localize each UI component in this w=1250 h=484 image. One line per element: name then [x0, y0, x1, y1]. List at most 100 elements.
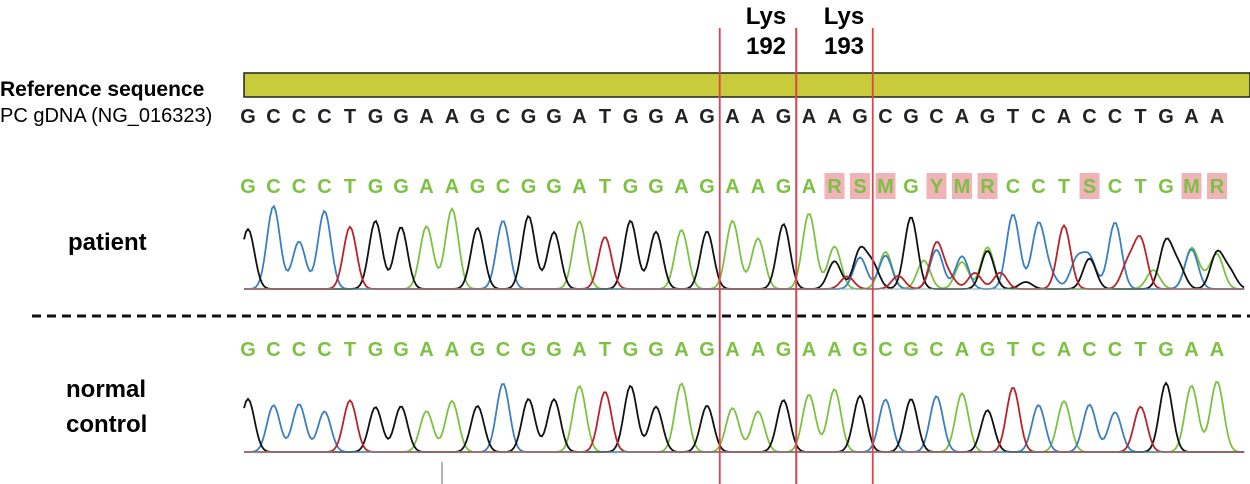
patient-base-34: S	[1083, 176, 1096, 198]
patient-base-3: C	[292, 176, 306, 198]
patient-base-28: Y	[930, 176, 944, 198]
reference-base-23: A	[802, 106, 816, 128]
reference-base-13: G	[546, 106, 562, 128]
patient-base-1: G	[240, 176, 256, 198]
control-base-31: T	[1007, 339, 1019, 361]
reference-base-39: A	[1210, 106, 1224, 128]
ambiguity-highlight-38	[1181, 173, 1202, 199]
control-label-line1: normal	[66, 376, 146, 403]
ambiguity-highlight-25	[850, 173, 870, 199]
reference-base-29: A	[955, 106, 969, 128]
patient-base-15: T	[599, 176, 611, 198]
control-base-4: C	[317, 339, 331, 361]
reference-base-36: T	[1134, 106, 1146, 128]
ambiguity-highlight-28	[926, 173, 947, 199]
control-base-33: A	[1057, 339, 1071, 361]
reference-base-1: G	[240, 106, 256, 128]
reference-base-35: C	[1108, 106, 1122, 128]
control-label-line2: control	[66, 411, 147, 438]
reference-base-9: A	[445, 106, 459, 128]
patient-trace-G	[243, 214, 1245, 290]
control-base-29: A	[955, 339, 969, 361]
patient-base-12: G	[521, 176, 537, 198]
control-base-23: A	[802, 339, 816, 361]
control-trace-C	[244, 383, 1244, 453]
patient-base-21: A	[751, 176, 765, 198]
control-trace-T	[244, 387, 1244, 453]
control-base-14: A	[572, 339, 586, 361]
control-base-7: G	[393, 339, 409, 361]
control-base-28: C	[929, 339, 943, 361]
reference-title: Reference sequence	[0, 78, 204, 101]
reference-base-20: A	[725, 106, 739, 128]
reference-base-6: G	[368, 106, 384, 128]
patient-base-38: M	[1183, 176, 1200, 198]
control-base-20: A	[725, 339, 739, 361]
reference-base-31: T	[1007, 106, 1019, 128]
patient-ambiguity-highlights	[824, 173, 1227, 199]
patient-base-23: A	[802, 176, 816, 198]
reference-base-32: C	[1031, 106, 1045, 128]
control-base-19: G	[699, 339, 715, 361]
ambiguity-highlight-26	[875, 173, 896, 199]
reference-base-33: A	[1057, 106, 1071, 128]
patient-base-11: C	[496, 176, 510, 198]
reference-base-2: C	[266, 106, 280, 128]
reference-base-21: A	[751, 106, 765, 128]
patient-base-10: G	[470, 176, 486, 198]
control-base-32: C	[1031, 339, 1045, 361]
control-base-2: C	[266, 339, 280, 361]
control-base-25: G	[852, 339, 868, 361]
control-base-26: C	[878, 339, 892, 361]
control-base-10: G	[470, 339, 486, 361]
patient-base-25: S	[853, 176, 866, 198]
ambiguity-highlight-34	[1079, 173, 1100, 199]
patient-base-31: C	[1006, 176, 1020, 198]
control-base-35: C	[1108, 339, 1122, 361]
reference-base-26: C	[878, 106, 892, 128]
patient-base-8: A	[419, 176, 433, 198]
reference-base-15: T	[599, 106, 611, 128]
control-base-30: G	[980, 339, 996, 361]
patient-base-19: G	[699, 176, 715, 198]
patient-base-17: G	[648, 176, 664, 198]
control-base-39: A	[1210, 339, 1224, 361]
reference-base-12: G	[521, 106, 537, 128]
patient-label: patient	[68, 229, 147, 256]
patient-base-27: G	[903, 176, 919, 198]
ambiguity-highlight-29	[952, 173, 972, 199]
codon-193-name: Lys	[824, 3, 864, 30]
patient-base-36: T	[1134, 176, 1146, 198]
control-base-27: G	[903, 339, 919, 361]
reference-base-38: A	[1184, 106, 1198, 128]
patient-chromatogram	[243, 204, 1245, 290]
ambiguity-highlight-39	[1207, 173, 1227, 199]
control-base-12: G	[521, 339, 537, 361]
control-base-18: A	[674, 339, 688, 361]
codon-192-number: 192	[746, 33, 786, 60]
control-base-21: A	[751, 339, 765, 361]
patient-base-35: C	[1108, 176, 1122, 198]
ambiguity-highlight-24	[824, 173, 845, 199]
reference-base-25: G	[852, 106, 868, 128]
control-base-11: C	[496, 339, 510, 361]
reference-base-10: G	[470, 106, 486, 128]
patient-base-6: G	[368, 176, 384, 198]
patient-base-2: C	[266, 176, 280, 198]
reference-base-27: G	[903, 106, 919, 128]
reference-base-7: G	[393, 106, 409, 128]
patient-base-26: M	[877, 176, 894, 198]
reference-base-8: A	[419, 106, 433, 128]
patient-base-5: T	[344, 176, 356, 198]
codon-192-name: Lys	[746, 3, 786, 30]
reference-base-24: A	[827, 106, 841, 128]
patient-base-4: C	[317, 176, 331, 198]
reference-base-18: A	[674, 106, 688, 128]
patient-base-20: A	[725, 176, 739, 198]
patient-base-30: R	[980, 176, 995, 198]
control-base-24: A	[827, 339, 841, 361]
patient-base-29: M	[954, 176, 971, 198]
reference-base-3: C	[292, 106, 306, 128]
